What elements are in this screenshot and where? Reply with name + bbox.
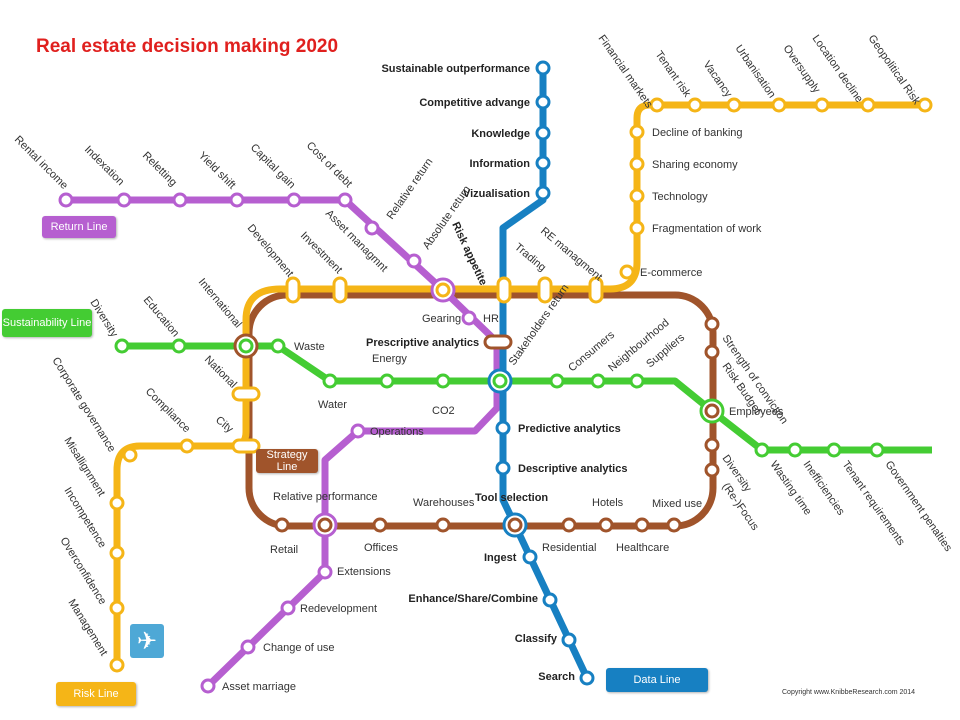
- label-reletting: Reletting: [140, 150, 179, 189]
- risk-capsules: [231, 276, 604, 454]
- label-hotels: Hotels: [592, 497, 624, 509]
- label-mixed-use: Mixed use: [652, 498, 702, 510]
- label-knowledge: Knowledge: [471, 128, 530, 140]
- label-compliance: Compliance: [143, 386, 193, 436]
- airplane-icon: ✈: [130, 624, 164, 658]
- map-title: Real estate decision making 2020: [36, 36, 338, 57]
- label-classify: Classify: [515, 633, 558, 645]
- label-energy: Energy: [372, 353, 407, 365]
- hr-capsule: [483, 334, 513, 350]
- label-relative-performance: Relative performance: [273, 491, 378, 503]
- label-national: National: [202, 354, 239, 391]
- label-tool-selection: Tool selection: [475, 492, 548, 504]
- return-line-legend[interactable]: Return Line: [42, 216, 116, 238]
- label-extensions: Extensions: [337, 566, 391, 578]
- label-asset-marriage: Asset marriage: [222, 681, 296, 693]
- label-city: City: [213, 414, 236, 436]
- label-tenant-risk: Tenant risk: [653, 49, 694, 100]
- data-line-legend[interactable]: Data Line: [606, 668, 708, 692]
- label-co2: CO2: [432, 405, 455, 417]
- label-change-of-use: Change of use: [263, 642, 335, 654]
- label-operations: Operations: [370, 426, 424, 438]
- label-sharing-economy: Sharing economy: [652, 159, 738, 171]
- label-technology: Technology: [652, 191, 708, 203]
- label-warehouses: Warehouses: [413, 497, 475, 509]
- label-healthcare: Healthcare: [616, 542, 669, 554]
- copyright: Copyright www.KnibbeResearch.com 2014: [782, 689, 915, 696]
- label-redevelopment: Redevelopment: [300, 603, 377, 615]
- label-vacancy: Vacancy: [701, 59, 735, 100]
- label-diversity-sustainability: Diversity: [87, 297, 120, 340]
- label-enhance: Enhance/Share/Combine: [408, 593, 538, 605]
- label-cost-of-debt: Cost of debt: [304, 140, 354, 190]
- return-stations: [58, 192, 477, 694]
- label-fragmentation-of-work: Fragmentation of work: [652, 223, 762, 235]
- label-urbanisation: Urbanisation: [733, 43, 778, 100]
- label-rental-income: Rental income: [12, 134, 70, 192]
- label-development: Development: [245, 222, 296, 279]
- label-investment: Investment: [298, 230, 345, 277]
- label-geopolitical-risk: Geopolitical Risk: [866, 33, 923, 107]
- label-retail: Retail: [270, 544, 298, 556]
- label-oversupply: Oversupply: [781, 43, 823, 96]
- label-management: Management: [65, 597, 109, 658]
- label-indexation: Indexation: [82, 144, 126, 188]
- label-yield-shift: Yield shift: [196, 150, 238, 192]
- label-risk-appetite: Risk appetite: [449, 220, 489, 287]
- label-international: International: [196, 276, 244, 330]
- label-decline-of-banking: Decline of banking: [652, 127, 743, 139]
- label-water: Water: [318, 399, 347, 411]
- data-stations: [495, 60, 595, 686]
- sustainability-stations: [114, 338, 885, 458]
- label-residential: Residential: [542, 542, 596, 554]
- sustainability-line-legend[interactable]: Sustainability Line: [2, 309, 92, 337]
- strategy-stations: [274, 316, 720, 533]
- label-capital-gain: Capital gain: [248, 142, 298, 192]
- label-predictive-analytics: Predictive analytics: [518, 423, 621, 435]
- label-prescriptive-analytics: Prescriptive analytics: [366, 337, 479, 349]
- label-offices: Offices: [364, 542, 399, 554]
- label-search: Search: [538, 671, 575, 683]
- interchanges: [233, 277, 725, 538]
- risk-line-legend[interactable]: Risk Line: [56, 682, 136, 706]
- label-competitive-advange: Competitive advange: [419, 97, 530, 109]
- label-descriptive-analytics: Descriptive analytics: [518, 463, 627, 475]
- label-vizualisation: Vizualisation: [463, 188, 530, 200]
- label-information: Information: [470, 158, 531, 170]
- label-location-decline: Location decline: [810, 33, 865, 105]
- label-education: Education: [141, 294, 182, 339]
- label-hr: HR: [483, 313, 499, 325]
- label-e-commerce: E-commerce: [640, 267, 702, 279]
- label-financial-markets: Financial markets: [596, 33, 656, 111]
- label-waste: Waste: [294, 341, 325, 353]
- label-ingest: Ingest: [484, 552, 517, 564]
- strategy-line-legend[interactable]: Strategy Line: [256, 449, 318, 473]
- label-re-managment: RE managment: [538, 225, 604, 283]
- label-employees: Employees: [729, 406, 784, 418]
- label-sustainable-outperformance: Sustainable outperformance: [381, 63, 530, 75]
- label-trading: Trading: [512, 241, 548, 274]
- label-relative-return: Relative return: [385, 156, 436, 221]
- label-corporate-governance: Corporate governance: [49, 355, 117, 454]
- risk-line: [113, 101, 925, 665]
- label-gearing: Gearing: [422, 313, 461, 325]
- risk-stations: [109, 97, 933, 673]
